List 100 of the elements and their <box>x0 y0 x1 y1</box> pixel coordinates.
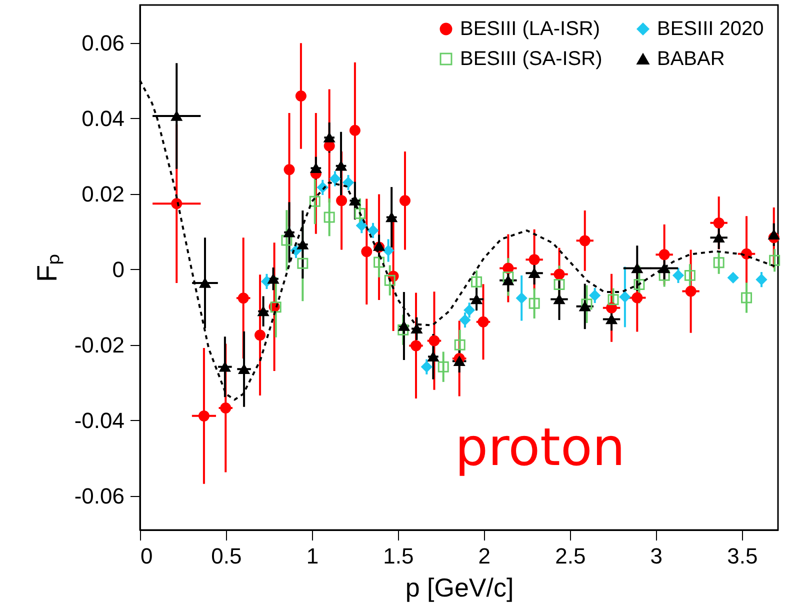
x-tick-label: 0 <box>140 544 153 568</box>
point <box>619 291 630 302</box>
point <box>284 228 295 238</box>
point <box>324 212 335 223</box>
annotation: proton <box>455 418 626 478</box>
point <box>310 163 322 174</box>
y-tick-label: 0 <box>112 256 124 282</box>
point <box>554 279 565 290</box>
point <box>478 316 489 328</box>
y-tick-label: -0.06 <box>74 484 124 509</box>
x-axis-title: p [GeV/c] <box>405 572 514 602</box>
point <box>410 340 422 352</box>
point <box>658 263 670 274</box>
legend-label: BESIII 2020 <box>657 18 764 40</box>
point <box>258 306 269 316</box>
point <box>281 234 292 246</box>
point <box>297 240 308 250</box>
point <box>309 196 320 207</box>
point <box>324 132 335 142</box>
point <box>589 290 600 301</box>
point <box>516 292 528 304</box>
point <box>297 258 308 269</box>
point <box>632 263 643 274</box>
point <box>200 278 210 288</box>
point <box>528 268 540 278</box>
point <box>171 111 182 121</box>
point <box>554 294 565 304</box>
point <box>400 195 410 206</box>
point <box>238 364 250 374</box>
point <box>336 161 347 171</box>
point <box>685 286 696 297</box>
point <box>220 402 232 414</box>
legend-label: BESIII (LA-ISR) <box>460 18 600 40</box>
point <box>471 276 482 288</box>
point <box>684 270 696 281</box>
point <box>421 361 432 372</box>
point <box>361 246 372 258</box>
point <box>502 271 514 282</box>
point <box>713 217 724 228</box>
point <box>330 173 341 184</box>
y-tick-label: 0.06 <box>82 30 124 56</box>
point <box>454 339 466 350</box>
point <box>528 298 540 309</box>
y-tick-label: 0.04 <box>82 106 124 131</box>
point <box>238 292 249 304</box>
point <box>349 124 360 136</box>
point <box>354 208 366 219</box>
point <box>368 224 379 236</box>
x-tick-label: 3 <box>650 544 663 568</box>
point <box>608 294 619 306</box>
point <box>268 274 279 284</box>
point <box>342 177 354 188</box>
point <box>295 90 306 102</box>
point <box>349 196 360 206</box>
point <box>336 195 348 206</box>
point <box>219 362 230 372</box>
legend-label: BESIII (SA-ISR) <box>460 48 602 70</box>
point <box>374 256 385 268</box>
point <box>382 245 394 256</box>
y-tick-label: -0.02 <box>74 332 124 358</box>
point <box>198 410 210 422</box>
point <box>254 330 266 341</box>
legend-label: BABAR <box>657 48 725 70</box>
point <box>634 279 645 290</box>
point <box>454 356 465 366</box>
point <box>768 230 780 240</box>
point <box>284 164 295 176</box>
x-tick-label: 3.5 <box>727 544 758 568</box>
point <box>728 272 739 284</box>
point <box>528 254 540 266</box>
point <box>606 314 618 324</box>
x-tick-label: 2.5 <box>555 544 586 568</box>
point <box>581 298 592 310</box>
point <box>741 292 752 304</box>
point <box>471 294 482 304</box>
point <box>554 268 565 280</box>
x-tick-label: 1 <box>306 544 319 568</box>
point <box>769 254 780 266</box>
point <box>713 257 724 268</box>
x-tick-label: 1.5 <box>383 544 414 568</box>
y-tick-label: 0.02 <box>82 181 124 206</box>
point <box>464 304 475 316</box>
x-tick-label: 2 <box>478 544 491 568</box>
y-axis-title: Fₚ <box>31 254 64 282</box>
point <box>386 212 398 222</box>
point <box>460 314 471 326</box>
point <box>428 335 440 346</box>
point <box>579 235 590 246</box>
y-tick-label: -0.04 <box>74 408 124 433</box>
point <box>428 352 439 362</box>
point <box>579 302 590 312</box>
point <box>356 220 368 232</box>
point <box>672 270 684 281</box>
point <box>384 274 396 286</box>
point <box>756 274 767 286</box>
point <box>502 275 514 286</box>
point <box>632 292 643 304</box>
point <box>713 232 724 243</box>
x-tick-label: 0.5 <box>211 544 242 568</box>
point <box>438 361 449 372</box>
